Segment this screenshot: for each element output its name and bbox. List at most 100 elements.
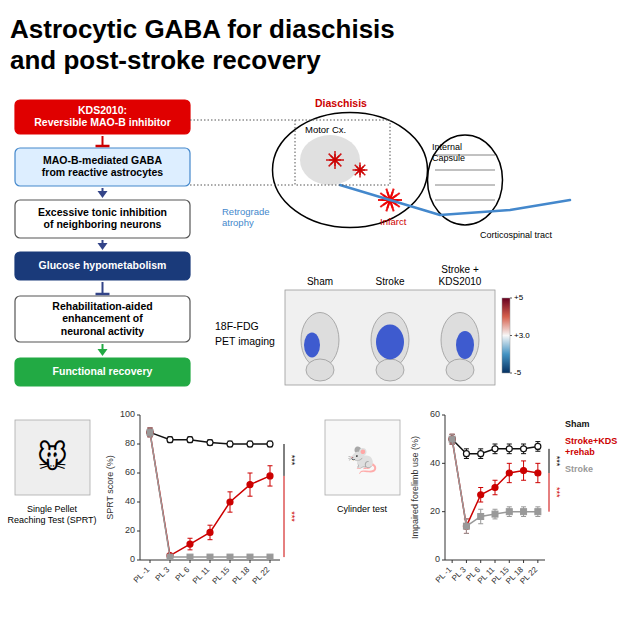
y-tick (137, 560, 140, 561)
marker (492, 446, 498, 452)
text-line: Excessive tonic inhibition (38, 206, 167, 218)
chart: 0204060PL -1PL 3PL 6PL 11PL 15PL 18PL 22… (410, 409, 617, 586)
error-bar (478, 488, 483, 503)
pet-group-label: Stroke +KDS2010 (439, 264, 482, 287)
dotted-link (190, 185, 295, 186)
y-tick-label: 0 (130, 554, 135, 564)
colorbar (502, 298, 510, 373)
colorbar-label: +5 (514, 293, 524, 302)
star-ray (329, 160, 335, 166)
error-bar (521, 507, 526, 517)
y-tick (137, 473, 140, 474)
pet-signal (304, 333, 320, 358)
marker (521, 468, 527, 474)
gyrus-line (435, 185, 495, 186)
inhibit-bar (96, 145, 110, 148)
flow-box (15, 100, 190, 134)
x-tick (509, 560, 510, 563)
y-tick (442, 415, 445, 416)
significance-bracket (284, 444, 285, 476)
y-tick-label: 60 (430, 409, 440, 419)
pet-label: 18F-FDG (215, 320, 259, 332)
error-bar (464, 519, 469, 534)
chart: 020406080100PL -1PL 3PL 6PL 11PL 15PL 18… (105, 409, 297, 586)
marker (147, 429, 153, 435)
x-tick-label: PL 15 (210, 565, 231, 586)
brain-label: Retrogradeatrophy (222, 206, 270, 228)
brain-outline (273, 113, 428, 228)
brain-diagram: DiaschisisMotor Cx.RetrogradeatrophyInfa… (190, 97, 570, 240)
significance-bracket (549, 449, 550, 473)
error-bar (478, 509, 483, 524)
error-bar (535, 507, 540, 517)
significance-label: *** (287, 455, 297, 466)
flow-box-label: Excessive tonic inhibitionof neighboring… (38, 206, 167, 231)
test-illustration: 🐁Cylinder test (325, 420, 400, 514)
x-tick (480, 560, 481, 563)
marker (207, 440, 213, 446)
error-bar (478, 449, 483, 459)
marker (267, 554, 273, 560)
brain-label: Corticospinal tract (480, 230, 553, 240)
title: Astrocytic GABA for diaschisisand post-s… (10, 14, 395, 75)
x-tick (230, 560, 231, 563)
text-line: Reversible MAO-B inhibitor (34, 116, 171, 128)
y-tick (137, 444, 140, 445)
flow-box (15, 296, 190, 342)
x-tick-label: PL 6 (174, 565, 192, 583)
marker (478, 492, 484, 498)
y-axis (445, 415, 446, 560)
marker (478, 451, 484, 457)
x-tick (170, 560, 171, 563)
flow-box-label: Functional recovery (53, 365, 153, 377)
x-tick-label: PL -1 (132, 565, 152, 585)
inhibit-bar (96, 293, 110, 296)
y-tick-label: 40 (430, 458, 440, 468)
error-bar (464, 519, 469, 534)
error-bar (493, 509, 498, 519)
marker (207, 529, 213, 535)
text-line: Stroke+KDS (565, 436, 617, 446)
flow-box-label: Glucose hypometabolism (39, 259, 167, 271)
significance-label: *** (287, 511, 297, 522)
test-illustration: 🐭Single PelletReaching Test (SPRT) (7, 420, 96, 525)
inhibit-arrow (102, 282, 104, 294)
error-bar (507, 507, 512, 517)
error-bar (507, 463, 512, 482)
pet-cerebellum (376, 359, 404, 381)
x-tick (523, 560, 524, 563)
icon: 🐁 (344, 441, 381, 475)
gyrus-line (435, 200, 495, 201)
y-tick (137, 502, 140, 503)
x-tick (495, 560, 496, 563)
marker (449, 436, 455, 442)
star-ray (360, 165, 365, 170)
significance-bracket (549, 473, 550, 512)
pet-box (285, 290, 495, 385)
pet-cerebellum (446, 359, 474, 381)
error-bar (148, 428, 153, 437)
brain-label: InternalCapsule (432, 142, 465, 163)
y-tick (137, 531, 140, 532)
significance-bracket (284, 476, 285, 557)
marker (187, 554, 193, 560)
colorbar-tick (510, 298, 512, 299)
marker (506, 446, 512, 452)
illustration-box (325, 420, 400, 495)
marker (147, 429, 153, 435)
text-line: KDS2010 (439, 276, 482, 287)
y-tick-label: 60 (125, 467, 135, 477)
y-axis-label: SPRT score (%) (105, 455, 115, 520)
marker (207, 554, 213, 560)
marker (247, 554, 253, 560)
error-bar (450, 434, 455, 444)
colorbar-tick (510, 373, 512, 374)
text-line: Rehabilitation-aided (52, 299, 152, 311)
arrow-head (98, 243, 108, 250)
marks (147, 428, 273, 560)
x-tick-label: PL 22 (250, 565, 271, 586)
marker (247, 441, 253, 447)
significance-label: *** (552, 456, 562, 467)
error-bar (493, 480, 498, 495)
arrow-head (98, 349, 108, 356)
